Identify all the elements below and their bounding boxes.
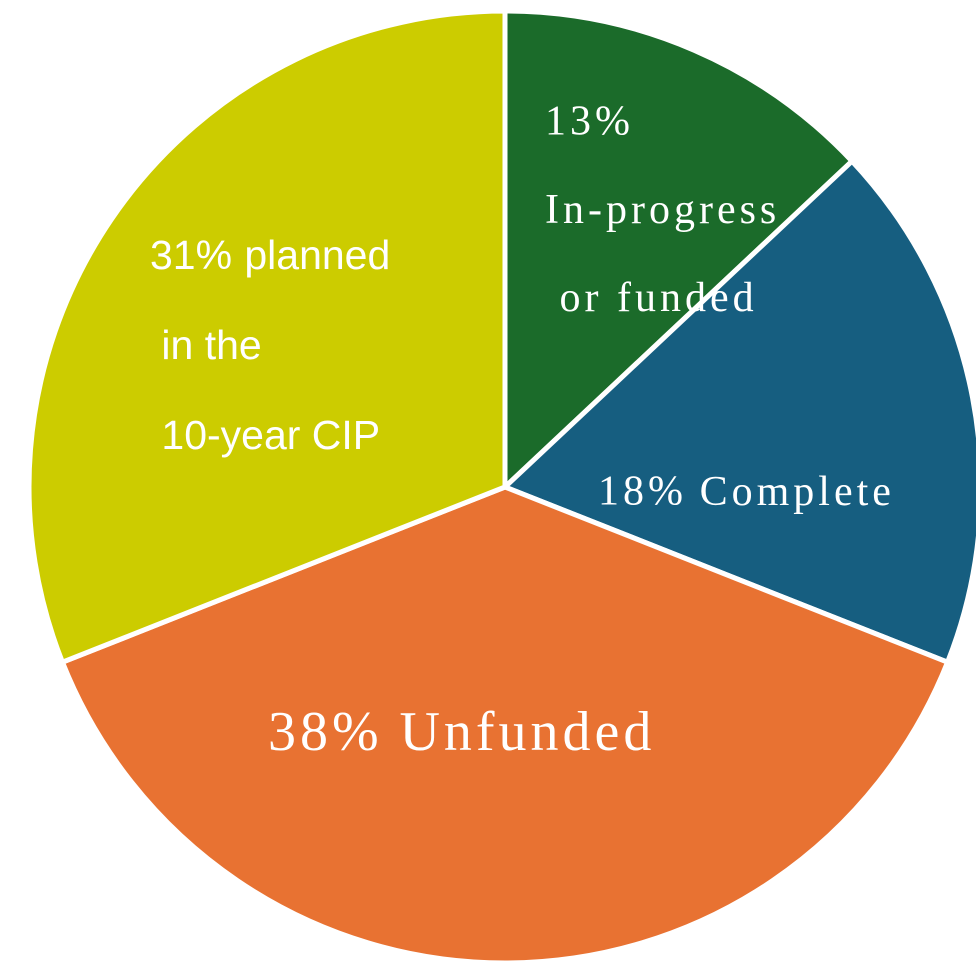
slice-label: In-progress or funded xyxy=(545,187,780,321)
slice-value-label: 38% xyxy=(268,701,383,763)
slice-value-label: 13% xyxy=(545,99,634,145)
pie-slice xyxy=(502,8,855,490)
slice-label: planned in the 10-year CIP xyxy=(150,232,390,458)
slice-value-label: 18% xyxy=(598,469,687,515)
pie-slice xyxy=(59,484,951,966)
slice-label: Unfunded xyxy=(399,701,655,763)
pie-slice xyxy=(502,158,976,665)
pie-slice xyxy=(26,8,508,665)
slice-value-label: 31% xyxy=(150,232,232,278)
slice-label: Complete xyxy=(700,469,895,515)
